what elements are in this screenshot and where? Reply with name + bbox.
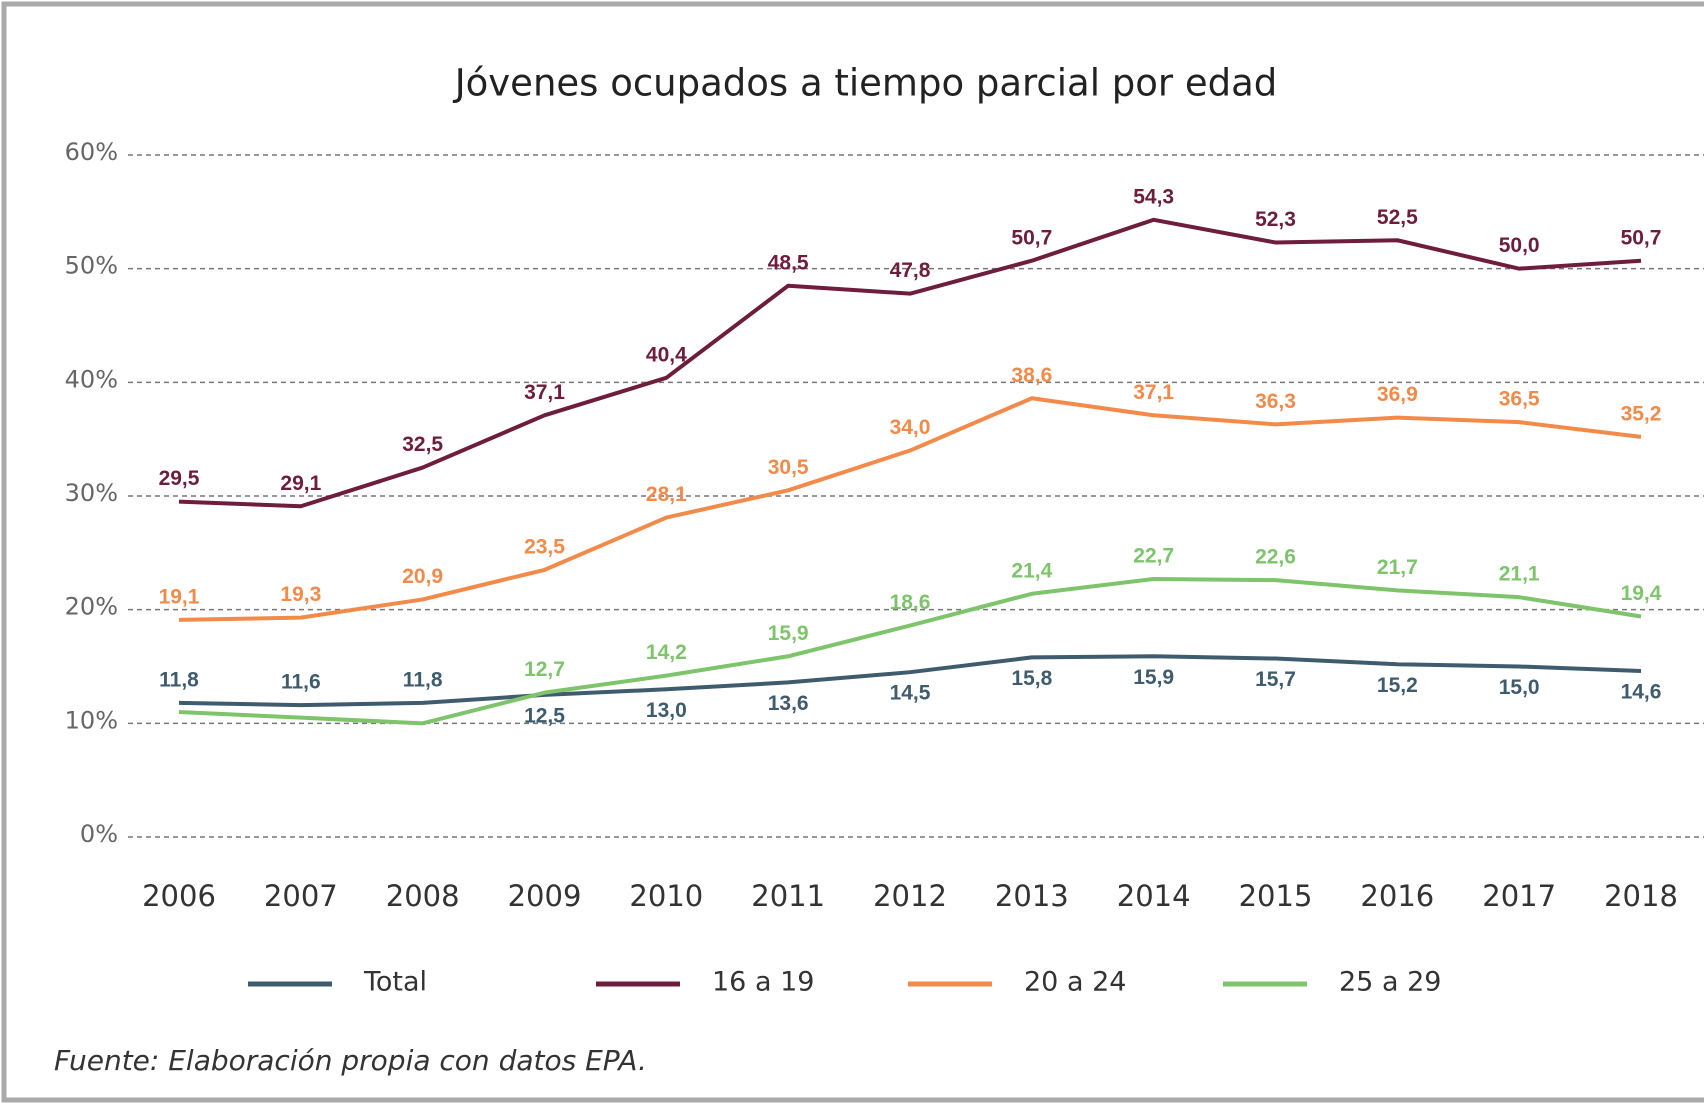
data-label: 36,9 [1377,383,1418,406]
x-tick-label: 2012 [873,879,947,913]
y-tick-label: 30% [65,479,118,507]
x-tick-label: 2008 [386,879,460,913]
x-tick-label: 2010 [629,879,703,913]
data-label: 37,1 [1133,381,1174,404]
data-label: 52,5 [1377,206,1418,229]
data-label: 18,6 [890,591,931,614]
data-label: 11,8 [159,668,199,691]
data-label: 15,7 [1255,668,1296,691]
data-label: 34,0 [890,416,931,439]
data-label: 19,4 [1621,582,1662,605]
y-tick-label: 50% [65,252,118,280]
data-label: 15,8 [1011,667,1052,690]
data-label: 35,2 [1621,402,1662,425]
data-label: 50,0 [1499,234,1540,257]
y-tick-label: 20% [65,593,118,621]
source-note: Fuente: Elaboración propia con datos EPA… [54,1044,647,1077]
x-tick-label: 2007 [264,879,338,913]
data-label: 15,2 [1377,674,1418,697]
x-tick-label: 2016 [1360,879,1434,913]
data-label: 22,6 [1255,546,1296,569]
data-label: 50,7 [1011,226,1052,249]
data-label: 21,1 [1499,563,1540,586]
data-label: 13,0 [646,699,687,722]
series-line [178,654,1642,708]
legend-label: Total [363,967,427,998]
data-label: 47,8 [890,259,931,282]
data-label: 32,5 [402,433,443,456]
data-label: 21,7 [1377,556,1418,579]
data-label: 21,4 [1011,559,1052,582]
legend-label: 25 a 29 [1339,967,1441,998]
chart-title: Jóvenes ocupados a tiempo parcial por ed… [453,62,1278,105]
data-label: 14,5 [890,682,931,705]
data-label: 11,8 [403,668,443,691]
data-label: 12,7 [524,658,565,681]
data-label: 19,3 [280,583,321,606]
data-label: 14,6 [1621,681,1662,704]
x-tick-label: 2006 [142,879,216,913]
data-label: 29,5 [159,467,200,490]
x-tick-label: 2011 [751,879,825,913]
x-tick-label: 2014 [1117,879,1191,913]
data-label: 12,5 [524,704,565,727]
legend-label: 20 a 24 [1024,967,1126,998]
series-line [178,576,1642,726]
data-label: 54,3 [1133,185,1174,208]
data-label: 15,0 [1499,676,1540,699]
data-label: 37,1 [524,381,565,404]
data-label: 15,9 [1133,666,1174,689]
data-label: 30,5 [768,456,809,479]
data-label: 15,9 [768,622,809,645]
data-label: 13,6 [768,692,809,715]
series-line [178,396,1642,622]
data-label: 52,3 [1255,208,1296,231]
data-label: 23,5 [524,535,565,558]
data-label: 20,9 [402,565,443,588]
x-tick-label: 2009 [508,879,582,913]
y-tick-label: 0% [80,820,118,848]
x-tick-label: 2015 [1239,879,1313,913]
x-tick-label: 2018 [1604,879,1678,913]
data-label: 36,5 [1499,388,1540,411]
data-label: 11,6 [281,671,321,694]
data-label: 29,1 [280,472,321,495]
y-tick-label: 40% [65,365,118,393]
legend-label: 16 a 19 [712,967,814,998]
data-label: 48,5 [768,251,809,274]
y-tick-label: 60% [65,138,118,166]
x-tick-label: 2013 [995,879,1069,913]
data-label: 19,1 [159,585,200,608]
series-line [178,217,1642,509]
data-label: 22,7 [1133,545,1174,568]
data-label: 50,7 [1621,226,1662,249]
data-label: 38,6 [1011,364,1052,387]
y-tick-label: 10% [65,706,118,734]
data-label: 36,3 [1255,390,1296,413]
data-label: 40,4 [646,343,687,366]
data-label: 28,1 [646,483,687,506]
data-label: 14,2 [646,641,687,664]
x-tick-label: 2017 [1482,879,1556,913]
